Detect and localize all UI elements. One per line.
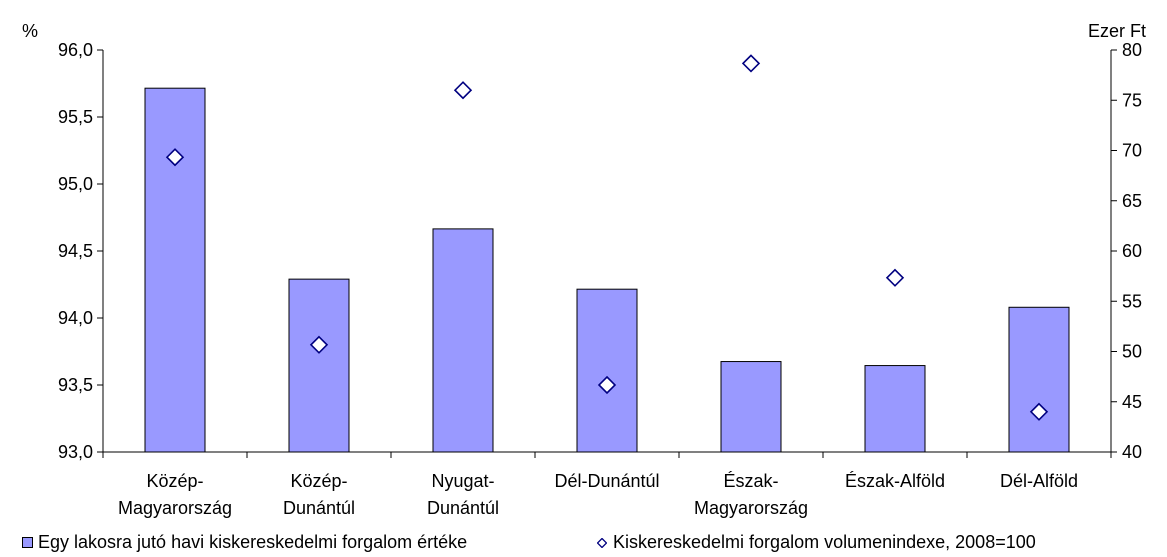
category-label: Magyarország: [694, 498, 808, 518]
category-label: Magyarország: [118, 498, 232, 518]
category-label: Észak-: [723, 471, 778, 491]
bar-3: [576, 288, 638, 453]
right-tick-label: 60: [1122, 241, 1142, 261]
right-tick-label: 80: [1122, 40, 1142, 60]
bar-1: [288, 278, 350, 453]
marker-5: [885, 268, 905, 287]
category-label: Közép-: [290, 471, 347, 491]
left-tick-label: 93,0: [58, 442, 93, 462]
marker-series: [165, 54, 1049, 421]
left-tick-label: 95,5: [58, 107, 93, 127]
left-axis-unit: %: [22, 21, 38, 41]
right-tick-label: 40: [1122, 442, 1142, 462]
legend-item-bar: Egy lakosra jutó havi kiskereskedelmi fo…: [22, 532, 467, 553]
left-tick-label: 93,5: [58, 375, 93, 395]
right-tick-label: 55: [1122, 291, 1142, 311]
marker-4: [741, 54, 761, 73]
left-tick-label: 96,0: [58, 40, 93, 60]
chart: % Ezer Ft 93,0 93,5 94,0 94,5 95,0 95,5 96,0 40…: [22, 21, 1146, 518]
right-tick-label: 70: [1122, 141, 1142, 161]
legend-item-marker: Kiskereskedelmi forgalom volumenindexe, …: [597, 532, 1036, 553]
category-label: Nyugat-: [431, 471, 494, 491]
tick-labels: 93,0 93,5 94,0 94,5 95,0 95,5 96,0 40 45 50 55 60 65…: [58, 40, 1142, 462]
left-tick-label: 94,5: [58, 241, 93, 261]
legend: Egy lakosra jutó havi kiskereskedelmi fo…: [0, 532, 1167, 557]
category-label: Közép-: [146, 471, 203, 491]
legend-bar-swatch: [22, 537, 33, 548]
axes: [97, 49, 1117, 458]
marker-0: [165, 148, 185, 167]
right-axis-unit: Ezer Ft: [1088, 21, 1146, 41]
legend-marker-label: Kiskereskedelmi forgalom volumenindexe, …: [613, 532, 1036, 552]
right-tick-label: 45: [1122, 392, 1142, 412]
right-tick-label: 65: [1122, 191, 1142, 211]
category-labels: Közép- Magyarország Közép- Dunántúl Nyugat- D…: [118, 471, 1078, 518]
bar-0: [144, 87, 206, 453]
marker-1: [309, 335, 329, 354]
bar-4: [720, 361, 782, 453]
category-label: Dunántúl: [283, 498, 355, 518]
bar-5: [864, 365, 926, 453]
bar-2: [432, 228, 494, 453]
category-label: Dél-Dunántúl: [554, 471, 659, 491]
left-tick-label: 95,0: [58, 174, 93, 194]
marker-6: [1029, 402, 1049, 421]
right-tick-label: 75: [1122, 90, 1142, 110]
diamond-icon: [597, 537, 607, 548]
right-tick-label: 50: [1122, 342, 1142, 362]
marker-2: [453, 81, 473, 100]
category-label: Dél-Alföld: [1000, 471, 1078, 491]
marker-3: [597, 375, 617, 395]
category-label: Észak-Alföld: [845, 471, 945, 491]
left-tick-label: 94,0: [58, 308, 93, 328]
bar-6: [1008, 306, 1070, 453]
legend-bar-label: Egy lakosra jutó havi kiskereskedelmi fo…: [38, 532, 468, 552]
bar-series: [144, 87, 1070, 453]
category-label: Dunántúl: [427, 498, 499, 518]
